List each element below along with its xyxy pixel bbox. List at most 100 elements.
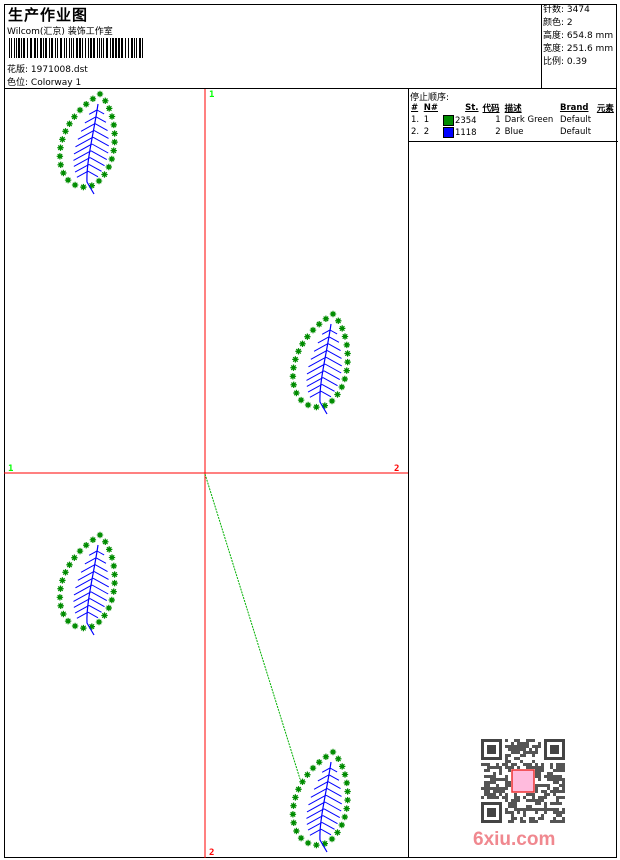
barcode-bar <box>97 38 98 58</box>
satin-stitch-dot <box>293 827 300 835</box>
barcode-bar <box>85 38 86 58</box>
leaf-vein <box>323 370 341 380</box>
satin-stitch-dot <box>108 113 116 120</box>
satin-stitch-dot <box>71 554 78 561</box>
satin-stitch-dot <box>59 136 66 143</box>
leaf-vein <box>308 794 327 806</box>
leaf-vein <box>74 604 90 614</box>
leaf-vein <box>328 336 340 343</box>
satin-stitch-dot <box>290 364 297 371</box>
leaf-vein <box>320 390 332 398</box>
leaf-vein <box>329 329 338 335</box>
header: 生产作业图 Wilcom(汇京) 装饰工作室 花版: 1971008.dst 色… <box>4 4 617 89</box>
marker-h-end: 2 <box>394 464 399 474</box>
satin-stitch-dot <box>295 348 302 355</box>
leaf-vein <box>94 564 108 573</box>
satin-stitch-dot <box>338 821 345 829</box>
leaf-vein <box>317 774 330 782</box>
satin-stitch-dot <box>111 138 118 146</box>
barcode-bar <box>134 38 135 58</box>
satin-stitch-dot <box>344 358 351 366</box>
satin-stitch-dot <box>60 610 67 618</box>
satin-stitch-dot <box>316 759 323 766</box>
leaf-vein <box>328 774 340 781</box>
satin-stitch-dot <box>83 542 90 549</box>
satin-stitch-dot <box>110 147 117 154</box>
page-frame <box>4 4 617 858</box>
leaf-vein <box>88 163 102 172</box>
barcode-bar <box>71 38 72 58</box>
satin-stitch-dot <box>290 819 297 826</box>
barcode-bar <box>88 38 89 58</box>
satin-stitch-dot <box>299 340 306 347</box>
barcode-bar <box>121 38 123 58</box>
barcode-bar <box>21 38 22 58</box>
table-row[interactable]: 2. 2 1118 2 Blue Default <box>411 126 592 138</box>
barcode-bar <box>16 38 17 58</box>
qr-finder <box>481 802 502 823</box>
leaf-vein <box>329 767 338 773</box>
colorway-label: 色位: <box>7 78 29 88</box>
leaf-motif <box>289 748 351 853</box>
satin-stitch-dot <box>343 779 350 787</box>
leaf-vein <box>306 370 325 381</box>
leaf-vein <box>91 584 109 595</box>
leaf-vein <box>309 828 322 836</box>
barcode-bar <box>101 38 102 58</box>
barcode-bar <box>139 38 141 58</box>
leaf-vein <box>306 815 324 825</box>
satin-stitch-dot <box>89 536 97 543</box>
barcode-bar <box>37 38 38 58</box>
satin-stitch-dot <box>339 325 346 332</box>
stat-width: 宽度: 251.6 mm <box>543 44 614 54</box>
satin-stitch-dot <box>56 153 64 160</box>
satin-stitch-dot <box>62 569 69 576</box>
satin-stitch-dot <box>66 120 73 127</box>
barcode-bar <box>40 38 42 58</box>
leaf-vein <box>75 136 94 148</box>
leaf-vein <box>320 828 332 836</box>
stop-sequence-table: # N# St. 代码 描述 Brand 元素 1. 1 2354 1 Dark… <box>409 101 617 138</box>
barcode-bar <box>9 38 10 58</box>
table-row[interactable]: 1. 1 2354 1 Dark Green Default <box>411 114 592 126</box>
satin-stitch-dot <box>313 403 320 411</box>
satin-stitch-dot <box>304 333 311 340</box>
barcode <box>9 38 143 58</box>
table-header: # N# St. 代码 描述 Brand 元素 <box>411 102 614 114</box>
stat-scale: 比例: 0.39 <box>543 57 587 67</box>
satin-stitch-dot <box>290 802 297 809</box>
satin-stitch-dot <box>80 183 87 191</box>
leaf-vein <box>73 598 91 608</box>
leaf-vein <box>327 781 341 790</box>
satin-stitch-dot <box>295 786 302 793</box>
leaf-vein <box>87 611 99 619</box>
satin-stitch-dot <box>66 561 73 568</box>
leaf-vein <box>322 377 338 387</box>
satin-stitch-dot <box>343 341 350 349</box>
leaf-vein <box>88 604 102 613</box>
leaf-vein <box>94 123 108 132</box>
satin-stitch-dot <box>304 771 311 778</box>
leaf-vein <box>77 129 95 140</box>
satin-stitch-dot <box>62 128 69 135</box>
leaf-vein <box>77 570 95 581</box>
company-name: Wilcom(汇京) 装饰工作室 <box>7 27 113 37</box>
barcode-bar <box>11 38 12 58</box>
leaf-vein <box>90 591 108 601</box>
leaf-vein <box>317 336 330 344</box>
barcode-bar <box>45 38 47 58</box>
satin-stitch-dot <box>108 554 116 561</box>
leaf-vein <box>307 383 323 393</box>
leaf-vein <box>306 801 326 813</box>
satin-stitch-dot <box>111 571 118 578</box>
leaf-vein <box>73 157 91 167</box>
satin-stitch-dot <box>290 381 297 388</box>
satin-stitch-dot <box>335 755 342 762</box>
satin-stitch-dot <box>321 402 328 409</box>
leaf-vein <box>93 129 109 139</box>
leaf-vein <box>76 170 89 178</box>
satin-stitch-dot <box>297 396 305 404</box>
leaf-vein <box>89 157 105 167</box>
barcode-bar <box>118 38 120 58</box>
satin-stitch-dot <box>339 763 346 770</box>
